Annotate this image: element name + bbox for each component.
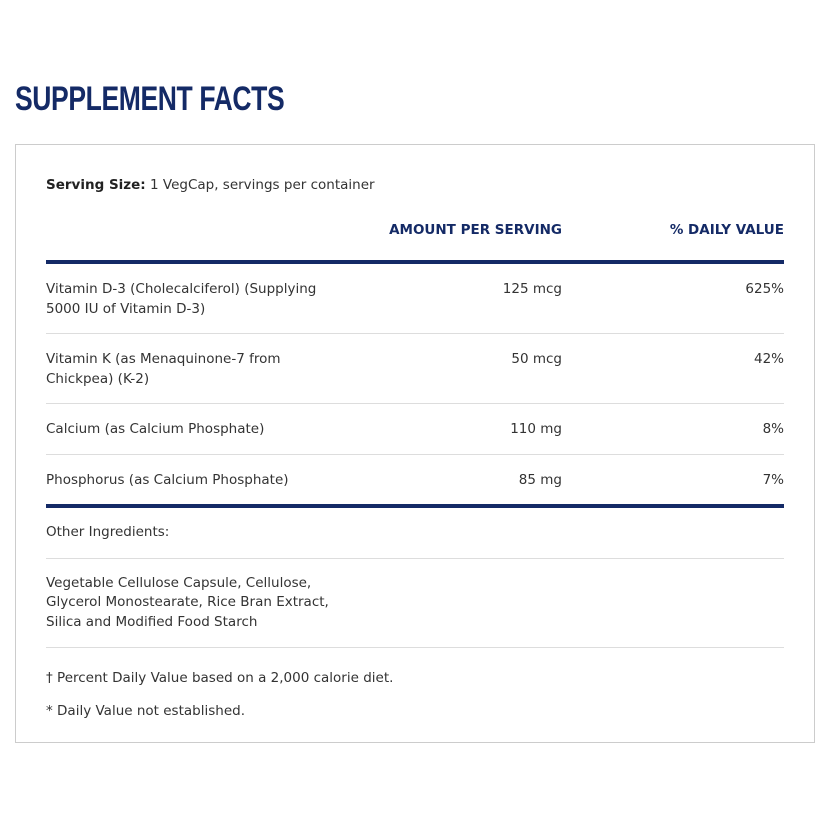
amount: 110 mg	[510, 421, 562, 437]
table-body: Vitamin D-3 (Cholecalciferol) (Supplying…	[46, 264, 784, 508]
daily-value: 7%	[762, 471, 784, 488]
title: SUPPLEMENT FACTS	[15, 80, 285, 118]
daily-value: 8%	[762, 421, 784, 437]
amount: 125 mcg	[502, 281, 562, 297]
daily-value: 42%	[753, 351, 784, 367]
amount: 50 mcg	[511, 351, 562, 367]
header-daily-value: % DAILY VALUE	[669, 222, 784, 238]
other-label: Other Ingredients:	[46, 508, 784, 559]
table-row: Phosphorus (as Calcium Phosphate) 85 mg 7%	[46, 455, 784, 508]
table-row: Calcium (as Calcium Phosphate) 110 mg 8%	[46, 404, 784, 455]
table-header: AMOUNT PER SERVING % DAILY VALUE	[46, 222, 784, 264]
daily-value: 625%	[745, 281, 784, 297]
facts-panel: Serving Size: 1 VegCap, servings per con…	[15, 144, 815, 743]
footnote: * Daily Value not established.	[46, 703, 245, 719]
ingredients-text: Vegetable Cellulose Capsule, Cellulose, …	[46, 574, 329, 630]
facts-content: Serving Size: 1 VegCap, servings per con…	[46, 175, 784, 721]
nutrient-name: Vitamin K (as Menaquinone-7 from Chickpe…	[46, 351, 281, 387]
table-row: Vitamin D-3 (Cholecalciferol) (Supplying…	[46, 264, 784, 334]
other-ingredients: Vegetable Cellulose Capsule, Cellulose, …	[46, 559, 784, 648]
serving-size: Serving Size: 1 VegCap, servings per con…	[46, 175, 784, 195]
nutrient-name: Phosphorus (as Calcium Phosphate)	[46, 471, 289, 488]
nutrient-name: Vitamin D-3 (Cholecalciferol) (Supplying…	[46, 281, 317, 317]
amount: 85 mg	[518, 471, 562, 488]
footnote: † Percent Daily Value based on a 2,000 c…	[46, 670, 394, 686]
serving-label: Serving Size:	[46, 177, 146, 193]
nutrient-name: Calcium (as Calcium Phosphate)	[46, 421, 265, 437]
header-amount: AMOUNT PER SERVING	[389, 222, 562, 238]
serving-value: 1 VegCap, servings per container	[150, 177, 375, 193]
table-row: Vitamin K (as Menaquinone-7 from Chickpe…	[46, 334, 784, 404]
